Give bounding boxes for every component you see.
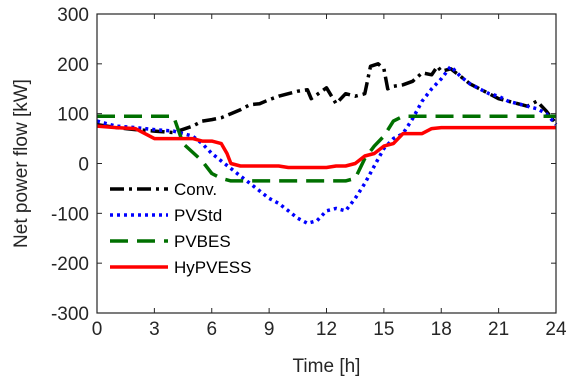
x-tick-label: 21 [488, 319, 509, 340]
y-tick-label: 100 [57, 105, 89, 126]
legend-label-3: PVBES [174, 232, 231, 251]
series-layer [96, 62, 558, 226]
y-tick-label: -200 [51, 254, 89, 275]
y-tick-label: -100 [51, 204, 89, 225]
series-line-3 [97, 114, 556, 183]
y-tick-label: -300 [51, 304, 89, 325]
legend: Conv. PVStd PVBES HyPVESS [110, 180, 251, 277]
x-tick-label: 15 [373, 319, 394, 340]
series-line-4 [96, 124, 556, 170]
series-line-2 [96, 64, 558, 226]
x-tick-label: 18 [431, 319, 452, 340]
x-tick-label: 0 [92, 319, 103, 340]
y-axis-title: Net power flow [kW] [11, 79, 32, 248]
plot-area [97, 14, 556, 313]
x-tick-label: 3 [149, 319, 160, 340]
x-tick-label: 24 [545, 319, 567, 340]
ticks-layer: 0 3 6 9 12 15 18 21 24 -300 -200 -100 0 100 200 300 [51, 5, 567, 340]
legend-label-2: PVStd [174, 206, 222, 225]
x-axis-title: Time [h] [293, 356, 361, 377]
y-tick-label: 300 [57, 5, 89, 26]
y-tick-label: 0 [78, 155, 89, 176]
legend-label-1: Conv. [174, 180, 217, 199]
plot-background [97, 14, 556, 313]
x-tick-label: 12 [316, 319, 337, 340]
legend-label-4: HyPVESS [174, 258, 251, 277]
y-tick-label: 200 [57, 55, 89, 76]
x-tick-label: 9 [264, 319, 275, 340]
x-tick-label: 6 [206, 319, 217, 340]
